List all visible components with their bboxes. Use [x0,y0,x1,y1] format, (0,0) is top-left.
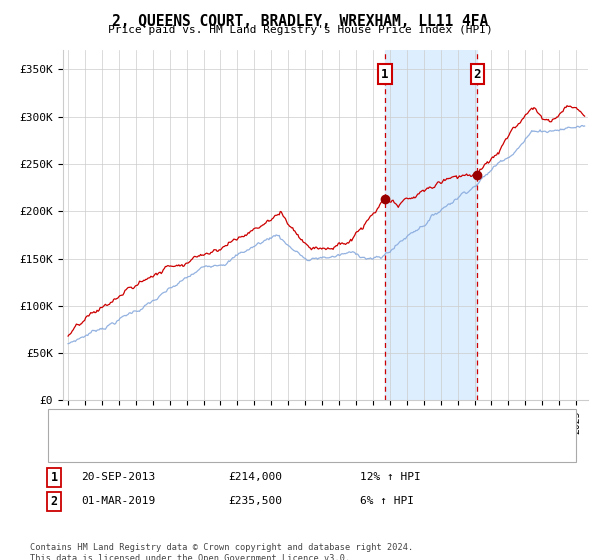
Text: 01-MAR-2019: 01-MAR-2019 [81,496,155,506]
Text: 1: 1 [382,68,389,81]
Text: HPI: Average price, detached house, Wrexham: HPI: Average price, detached house, Wrex… [108,444,366,454]
Text: 1: 1 [50,470,58,484]
Bar [385,50,478,400]
Text: 2: 2 [473,68,481,81]
Text: Price paid vs. HM Land Registry's House Price Index (HPI): Price paid vs. HM Land Registry's House … [107,25,493,35]
Text: 12% ↑ HPI: 12% ↑ HPI [360,472,421,482]
Text: 6% ↑ HPI: 6% ↑ HPI [360,496,414,506]
Text: 20-SEP-2013: 20-SEP-2013 [81,472,155,482]
Text: 2, QUEENS COURT, BRADLEY, WREXHAM, LL11 4FA (detached house): 2, QUEENS COURT, BRADLEY, WREXHAM, LL11 … [108,419,468,429]
Text: 2: 2 [50,494,58,508]
Text: 2, QUEENS COURT, BRADLEY, WREXHAM, LL11 4FA: 2, QUEENS COURT, BRADLEY, WREXHAM, LL11 … [112,14,488,29]
Text: £214,000: £214,000 [228,472,282,482]
Text: £235,500: £235,500 [228,496,282,506]
Text: Contains HM Land Registry data © Crown copyright and database right 2024.
This d: Contains HM Land Registry data © Crown c… [30,543,413,560]
Text: ——: —— [72,442,89,456]
Text: ——: —— [72,417,89,431]
